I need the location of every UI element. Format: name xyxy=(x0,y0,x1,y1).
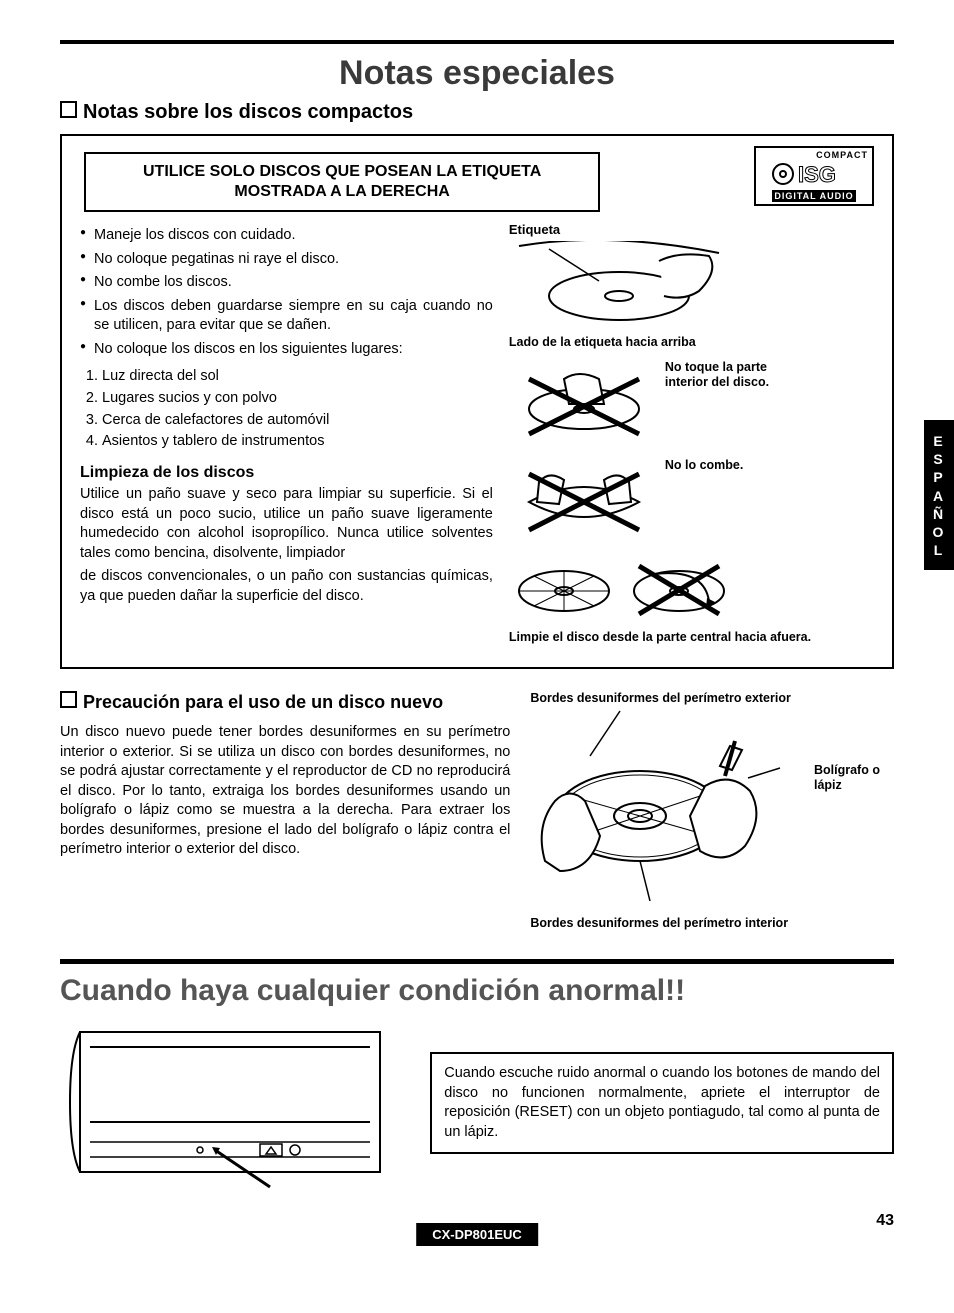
two-column-layout: Maneje los discos con cuidado. No coloqu… xyxy=(80,222,874,655)
num-item: Lugares sucios y con polvo xyxy=(102,389,493,409)
num-item: Luz directa del sol xyxy=(102,367,493,387)
num-item: Cerca de calefactores de automóvil xyxy=(102,411,493,431)
hand-disc-icon xyxy=(509,241,729,331)
section1-heading-text: Notas sobre los discos compactos xyxy=(83,101,413,123)
section2-heading-text: Precaución para el uso de un disco nuevo xyxy=(83,692,443,712)
abnormal-title: Cuando haya cualquier condición anormal!… xyxy=(60,974,894,1008)
cd-logo-bottom: DIGITAL AUDIO xyxy=(772,190,855,202)
main-title: Notas especiales xyxy=(60,54,894,93)
section2-para: Un disco nuevo puede tener bordes desuni… xyxy=(60,723,510,860)
precaution-section: Precaución para el uso de un disco nuevo… xyxy=(60,691,894,931)
outer-edge-caption: Bordes desuniformes del perímetro exteri… xyxy=(530,691,894,706)
page-footer: 43 CX-DP801EUC xyxy=(60,1212,894,1242)
divider-rule xyxy=(60,959,894,964)
disc-text-icon: ISG xyxy=(798,162,858,186)
label-up-caption: Lado de la etiqueta hacia arriba xyxy=(509,335,874,350)
bullet-item: No coloque pegatinas ni raye el disco. xyxy=(80,250,493,270)
right-column-diagrams: Etiqueta Lado de la etiqueta hacia arrib… xyxy=(509,222,874,655)
no-bend-icon xyxy=(509,462,659,542)
numbered-list: Luz directa del sol Lugares sucios y con… xyxy=(102,367,493,451)
no-touch-caption: No toque la parte interior del disco. xyxy=(665,360,775,390)
cd-logo-top: COMPACT xyxy=(756,150,872,160)
top-rule xyxy=(60,40,894,44)
bullet-item: No combe los discos. xyxy=(80,273,493,293)
no-touch-icon xyxy=(509,364,659,444)
bullet-list: Maneje los discos con cuidado. No coloqu… xyxy=(80,226,493,359)
svg-text:ISG: ISG xyxy=(798,162,836,186)
compact-disc-logo: COMPACT ISG DIGITAL AUDIO xyxy=(754,146,874,206)
cleaning-para2: de discos convencionales, o un paño con … xyxy=(80,567,493,606)
cd-logo-graphic: ISG xyxy=(756,162,872,186)
pen-caption: Bolígrafo o lápiz xyxy=(814,763,894,793)
inner-edge-caption: Bordes desuniformes del perímetro interi… xyxy=(530,916,894,931)
notes-box: COMPACT ISG DIGITAL AUDIO UTILICE SOLO D… xyxy=(60,134,894,669)
bullet-item: No coloque los discos en los siguientes … xyxy=(80,340,493,360)
abnormal-instructions-box: Cuando escuche ruido anormal o cuando lo… xyxy=(430,1052,894,1154)
precaution-diagram: Bordes desuniformes del perímetro exteri… xyxy=(530,691,894,931)
diagram-no-touch: No toque la parte interior del disco. xyxy=(509,360,874,448)
checkbox-icon xyxy=(60,691,77,708)
page-content: Notas especiales Notas sobre los discos … xyxy=(0,0,954,1272)
etiqueta-label: Etiqueta xyxy=(509,222,560,237)
left-column: Maneje los discos con cuidado. No coloqu… xyxy=(80,222,493,655)
cleaning-heading: Limpieza de los discos xyxy=(80,462,493,484)
abnormal-row: Cuando escuche ruido anormal o cuando lo… xyxy=(60,1022,894,1192)
clean-caption: Limpie el disco desde la parte central h… xyxy=(509,630,874,645)
diagram-label-side: Etiqueta Lado de la etiqueta hacia arrib… xyxy=(509,222,874,350)
diagram-no-bend: No lo combe. xyxy=(509,458,874,546)
clean-direction-icon xyxy=(509,556,739,626)
bullet-item: Maneje los discos con cuidado. xyxy=(80,226,493,246)
page-number: 43 xyxy=(876,1212,894,1230)
bullet-item: Los discos deben guardarse siempre en su… xyxy=(80,297,493,336)
banner: UTILICE SOLO DISCOS QUE POSEAN LA ETIQUE… xyxy=(84,152,600,212)
diagram-clean: Limpie el disco desde la parte central h… xyxy=(509,556,874,645)
device-illustration xyxy=(60,1022,410,1192)
model-badge: CX-DP801EUC xyxy=(416,1223,538,1246)
checkbox-icon xyxy=(60,101,77,118)
num-item: Asientos y tablero de instrumentos xyxy=(102,432,493,452)
section1-heading: Notas sobre los discos compactos xyxy=(60,101,894,124)
no-bend-caption: No lo combe. xyxy=(665,458,745,473)
precaution-left: Precaución para el uso de un disco nuevo… xyxy=(60,691,510,931)
cleaning-para1: Utilice un paño suave y seco para limpia… xyxy=(80,485,493,563)
car-stereo-icon xyxy=(60,1022,400,1192)
new-disc-pen-icon xyxy=(530,706,810,916)
section2-heading: Precaución para el uso de un disco nuevo xyxy=(60,691,510,713)
